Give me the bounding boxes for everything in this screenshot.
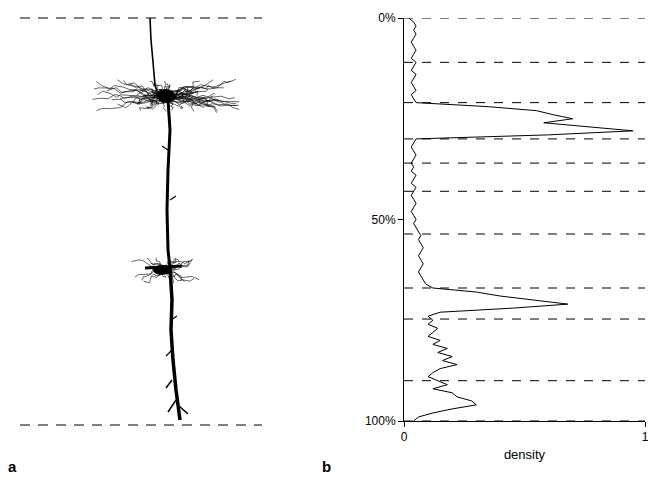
- svg-text:0: 0: [401, 430, 408, 444]
- svg-text:a: a: [8, 458, 17, 475]
- svg-text:100%: 100%: [365, 414, 396, 428]
- svg-text:50%: 50%: [372, 213, 396, 227]
- svg-text:1: 1: [642, 430, 649, 444]
- svg-text:b: b: [322, 458, 331, 475]
- svg-text:0%: 0%: [378, 11, 396, 25]
- svg-text:density: density: [504, 447, 546, 462]
